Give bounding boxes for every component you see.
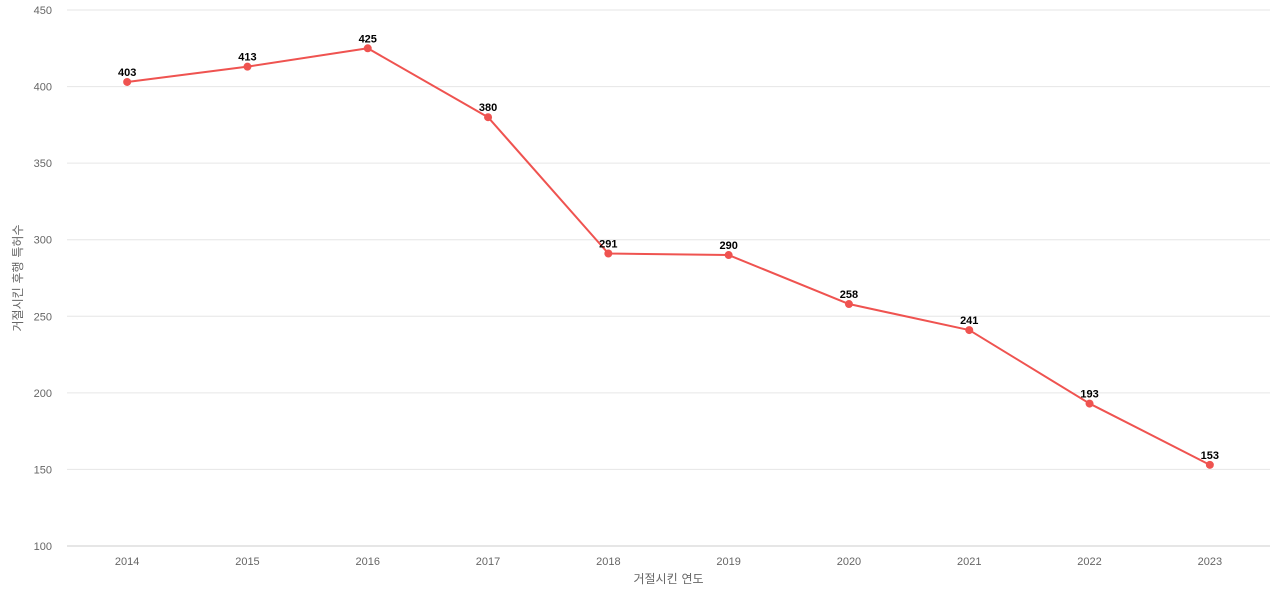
data-label: 413 [238,52,256,64]
data-point[interactable] [484,113,493,122]
y-axis-ticks: 100 150 200 250 300 350 400 450 [34,5,52,553]
data-label: 258 [840,289,858,301]
data-labels: 403 413 425 380 291 290 258 241 193 153 [118,33,1219,462]
x-tick-label: 2014 [115,556,139,568]
y-tick-label: 200 [34,388,52,400]
y-tick-label: 350 [34,158,52,170]
data-label: 425 [359,33,377,45]
x-tick-label: 2019 [716,556,740,568]
data-label: 153 [1201,450,1219,462]
data-point[interactable] [1085,399,1094,408]
y-tick-label: 150 [34,464,52,476]
x-axis-title: 거절시킨 연도 [633,572,703,586]
series-line [127,47,1211,466]
data-label: 291 [599,238,617,250]
x-tick-label: 2015 [235,556,259,568]
data-label: 193 [1080,389,1098,401]
data-point[interactable] [123,77,132,86]
x-tick-label: 2020 [837,556,861,568]
grid [67,9,1270,470]
data-point[interactable] [844,300,853,309]
y-tick-label: 400 [34,82,52,94]
data-point[interactable] [363,44,372,53]
x-tick-label: 2023 [1198,556,1222,568]
data-point[interactable] [604,249,613,258]
series-group [123,44,1214,469]
y-tick-label: 300 [34,235,52,247]
x-tick-label: 2022 [1077,556,1101,568]
data-point[interactable] [243,62,252,71]
data-point[interactable] [724,251,733,260]
x-tick-label: 2018 [596,556,620,568]
y-tick-label: 250 [34,311,52,323]
x-tick-label: 2021 [957,556,981,568]
x-axis-ticks: 2014 2015 2016 2017 2018 2019 2020 2021 2022 2023 [115,556,1222,568]
x-tick-label: 2017 [476,556,500,568]
data-label: 380 [479,102,497,114]
x-tick-label: 2016 [356,556,380,568]
data-label: 241 [960,315,978,327]
data-label: 290 [719,240,737,252]
data-point[interactable] [965,326,974,335]
y-tick-label: 450 [34,5,52,17]
data-label: 403 [118,67,136,79]
y-tick-label: 100 [34,541,52,553]
y-axis-title: 거절시킨 후행 특허수 [10,225,25,332]
data-point[interactable] [1205,460,1214,469]
